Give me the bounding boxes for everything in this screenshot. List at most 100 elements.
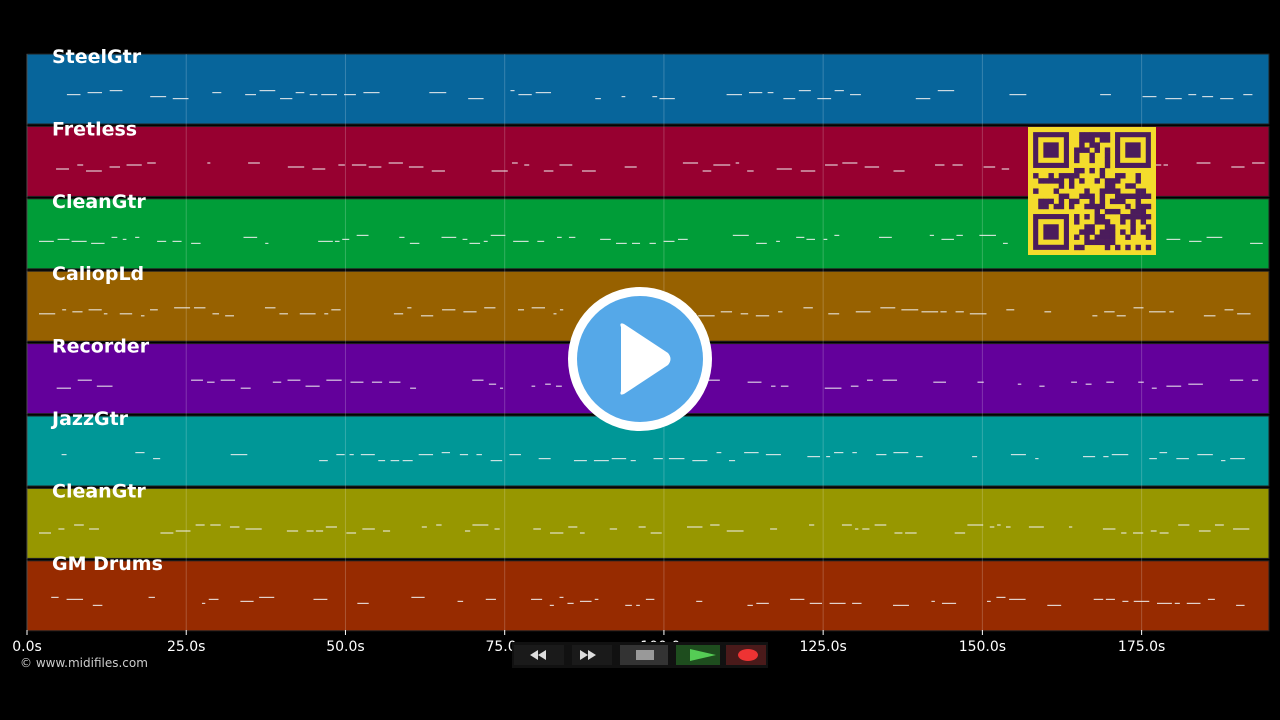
note [748, 92, 763, 94]
note [436, 524, 442, 526]
note [1202, 96, 1214, 98]
note [686, 526, 703, 528]
note [207, 381, 215, 383]
note [468, 98, 484, 100]
qr-cell [1140, 203, 1147, 210]
note [726, 94, 742, 96]
qr-cell [1140, 219, 1147, 225]
note [649, 242, 656, 244]
note [987, 600, 991, 602]
note [1189, 240, 1202, 242]
note [893, 170, 905, 172]
big-play-button[interactable] [568, 287, 712, 431]
note [677, 238, 688, 240]
note [1188, 383, 1203, 385]
note [866, 379, 873, 381]
note [841, 524, 852, 526]
note [306, 530, 314, 532]
qr-cell [1125, 193, 1131, 199]
qr-cell [1094, 142, 1100, 148]
x-tick-label: 25.0s [167, 639, 205, 655]
note [325, 526, 337, 528]
qr-cell [1104, 244, 1111, 251]
note [616, 242, 627, 244]
note [344, 94, 356, 96]
note [855, 528, 859, 530]
note [842, 162, 858, 164]
qr-cell [1094, 208, 1100, 215]
note [87, 92, 103, 94]
note [850, 94, 861, 96]
qr-cell [1089, 137, 1095, 143]
qr-cell [1089, 152, 1095, 159]
note [1122, 600, 1129, 602]
note [66, 94, 81, 96]
qr-cell [1084, 239, 1090, 246]
qr-cell [1058, 173, 1065, 179]
qr-cell [1109, 183, 1116, 189]
note [56, 168, 69, 170]
qr-cell [1130, 208, 1136, 215]
note [1092, 315, 1098, 317]
note [767, 92, 774, 94]
x-tick-label: 0.0s [12, 639, 42, 655]
note [191, 242, 201, 244]
note [874, 524, 887, 526]
note [933, 381, 947, 383]
note [650, 532, 662, 534]
qr-cell [1089, 224, 1095, 230]
play-triangle [620, 323, 671, 395]
note [879, 236, 892, 238]
note [1138, 381, 1144, 383]
note [411, 596, 425, 598]
note [1133, 600, 1150, 602]
note [876, 454, 887, 456]
note [318, 240, 333, 242]
qr-cell [1104, 132, 1111, 138]
note [702, 170, 712, 172]
note [756, 242, 767, 244]
note [941, 602, 957, 604]
qr-cell [1038, 198, 1044, 205]
qr-cell [1125, 203, 1131, 210]
note [1047, 604, 1062, 606]
note [1207, 598, 1215, 600]
note [119, 313, 133, 315]
note [280, 98, 293, 100]
qr-cell [1084, 234, 1090, 240]
note [259, 596, 275, 598]
note [56, 387, 71, 389]
qr-cell [1058, 183, 1065, 189]
note [732, 234, 749, 236]
note [921, 311, 939, 313]
note [346, 532, 357, 534]
note [531, 307, 546, 309]
qr-cell [1135, 208, 1141, 215]
note [126, 164, 142, 166]
note [160, 532, 174, 534]
note [362, 528, 375, 530]
note [490, 234, 506, 236]
note [58, 528, 65, 530]
note [977, 381, 984, 383]
note [996, 596, 1006, 598]
record-icon [738, 649, 758, 661]
note [1028, 526, 1044, 528]
note [148, 596, 155, 598]
note [334, 240, 340, 242]
qr-cell [1074, 152, 1080, 159]
qr-cell [1094, 234, 1100, 240]
note [1236, 604, 1245, 606]
note [538, 458, 551, 460]
note [776, 240, 780, 242]
note [382, 530, 391, 532]
qr-cell [1125, 244, 1131, 251]
qr-cell [1084, 137, 1090, 143]
note [1085, 383, 1092, 385]
note [135, 236, 140, 238]
note [72, 311, 83, 313]
qr-cell [1145, 234, 1152, 240]
stop-icon [636, 650, 654, 660]
qr-cell [1074, 147, 1080, 153]
